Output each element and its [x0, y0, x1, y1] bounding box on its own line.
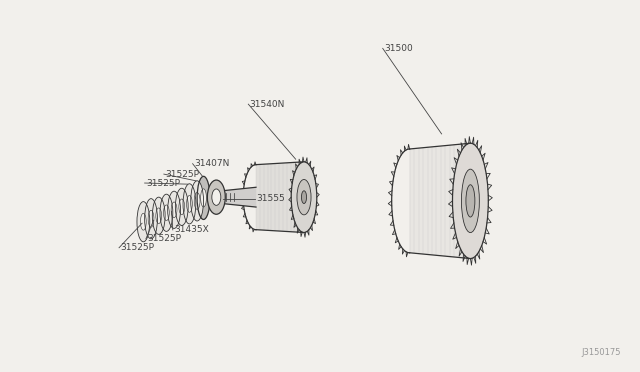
- Ellipse shape: [168, 191, 180, 228]
- Ellipse shape: [201, 189, 206, 207]
- Text: 31525P: 31525P: [165, 170, 199, 179]
- Text: 31525P: 31525P: [147, 234, 181, 243]
- Ellipse shape: [466, 185, 475, 217]
- Ellipse shape: [291, 162, 317, 232]
- Ellipse shape: [179, 199, 184, 215]
- Ellipse shape: [297, 179, 311, 215]
- Ellipse shape: [156, 208, 161, 224]
- Ellipse shape: [137, 202, 150, 242]
- Ellipse shape: [452, 143, 488, 259]
- Text: 31500: 31500: [384, 44, 413, 53]
- Text: 31525P: 31525P: [120, 243, 154, 252]
- Ellipse shape: [207, 180, 225, 214]
- Ellipse shape: [145, 199, 157, 239]
- Text: 31525P: 31525P: [146, 179, 180, 187]
- Text: 31435X: 31435X: [174, 225, 209, 234]
- Ellipse shape: [183, 184, 196, 224]
- Polygon shape: [256, 162, 304, 232]
- Ellipse shape: [152, 197, 165, 234]
- Ellipse shape: [175, 188, 188, 225]
- Polygon shape: [202, 187, 256, 207]
- Text: 31407N: 31407N: [194, 159, 229, 168]
- Ellipse shape: [195, 192, 200, 209]
- Ellipse shape: [197, 176, 210, 219]
- Ellipse shape: [212, 189, 221, 205]
- Text: J3150175: J3150175: [581, 348, 621, 357]
- Ellipse shape: [141, 213, 147, 230]
- Ellipse shape: [160, 194, 173, 231]
- Ellipse shape: [187, 195, 192, 212]
- Ellipse shape: [461, 169, 479, 232]
- Ellipse shape: [164, 205, 169, 221]
- Ellipse shape: [172, 202, 177, 218]
- Ellipse shape: [191, 181, 204, 221]
- Text: 31555: 31555: [256, 194, 285, 203]
- Polygon shape: [410, 143, 470, 259]
- Text: 31540N: 31540N: [250, 100, 285, 109]
- Ellipse shape: [148, 210, 154, 227]
- Ellipse shape: [301, 191, 307, 203]
